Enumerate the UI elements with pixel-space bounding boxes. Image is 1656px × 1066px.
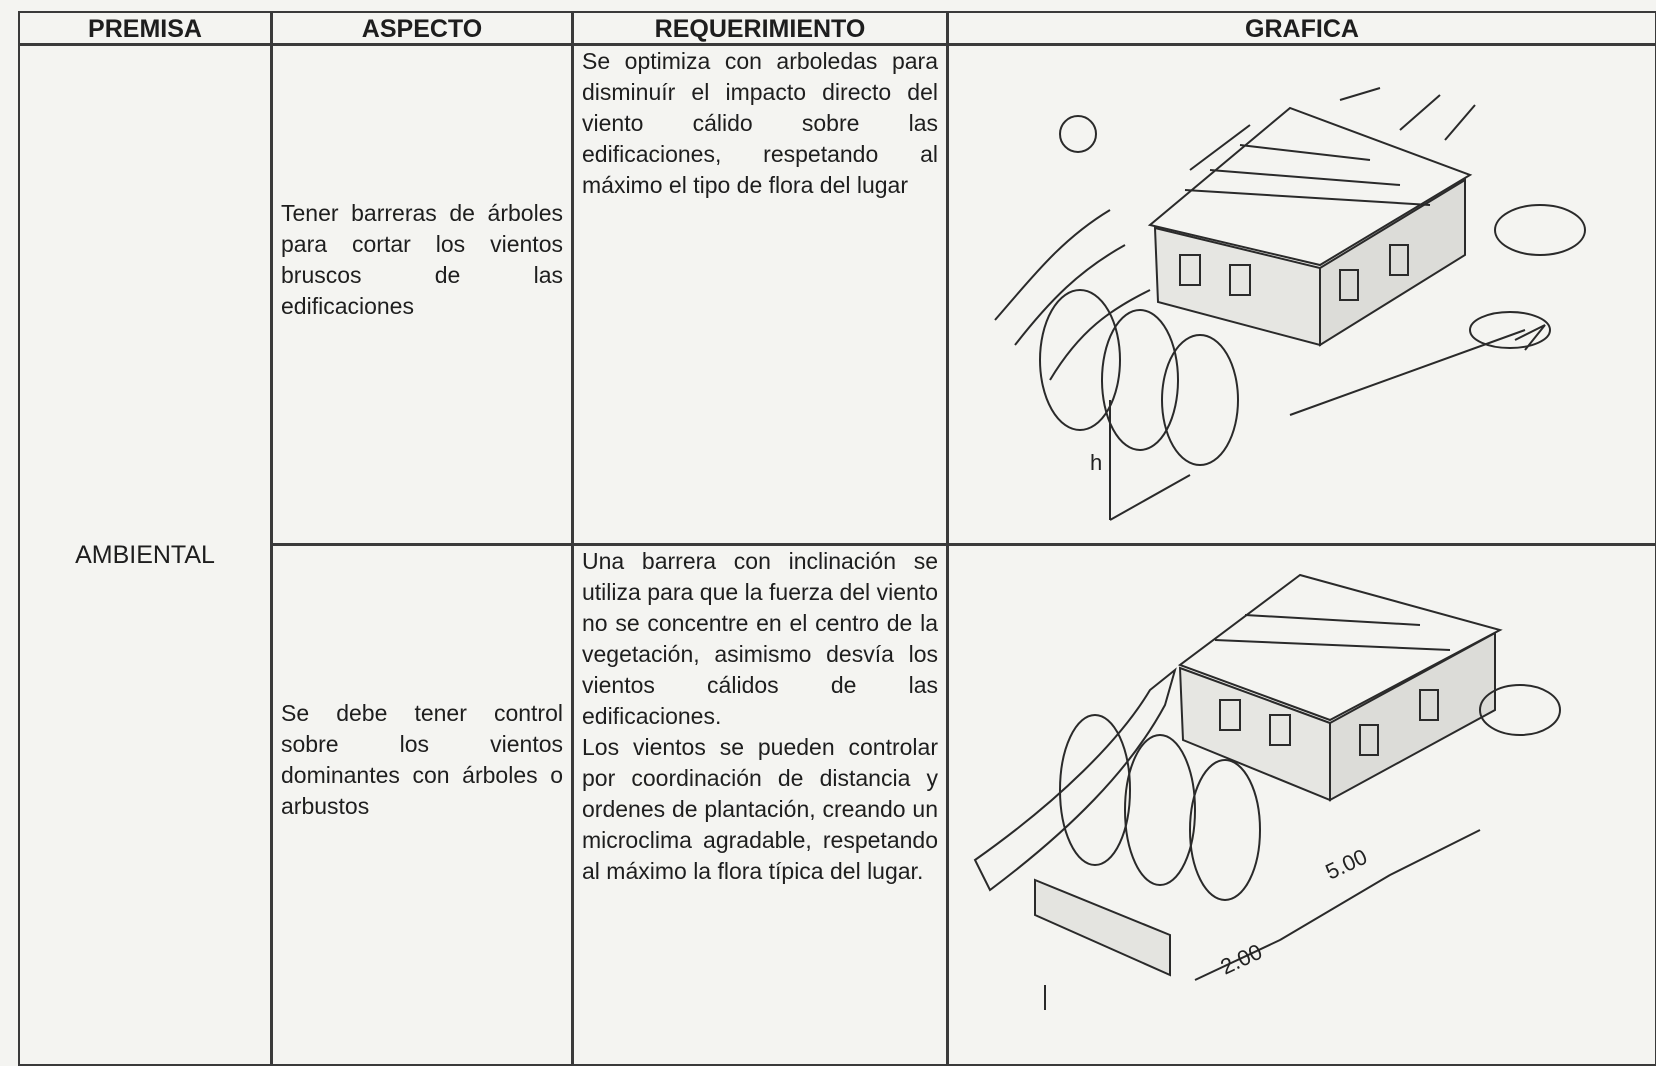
requerimiento-cell: Se optimiza con arboledas para disminuír… <box>572 44 948 545</box>
aspecto-text: Tener barreras de árboles para cortar lo… <box>281 199 563 319</box>
header-cell: REQUERIMIENTO <box>572 11 948 45</box>
graphic-label: 5.00 <box>1322 844 1371 885</box>
aspecto-cell: Se debe tener control sobre los vientos … <box>271 544 573 1066</box>
premisa-text: AMBIENTAL <box>75 540 215 569</box>
requerimiento-text: Se optimiza con arboledas para disminuír… <box>582 48 938 198</box>
requerimiento-text: Una barrera con inclinación se utiliza p… <box>582 548 938 729</box>
house-sketch: 5.00 2.00 <box>973 573 1561 1010</box>
requerimiento-cell: Una barrera con inclinación se utiliza p… <box>572 544 948 1066</box>
graphic-label: 2.00 <box>1217 939 1266 980</box>
house-sketch: h <box>994 87 1586 521</box>
graphic-label: h <box>1090 450 1102 475</box>
requerimiento-text: Los vientos se pueden controlar por coor… <box>582 734 938 884</box>
aspecto-cell: Tener barreras de árboles para cortar lo… <box>271 44 573 545</box>
aspecto-text: Se debe tener control sobre los vientos … <box>281 700 563 819</box>
